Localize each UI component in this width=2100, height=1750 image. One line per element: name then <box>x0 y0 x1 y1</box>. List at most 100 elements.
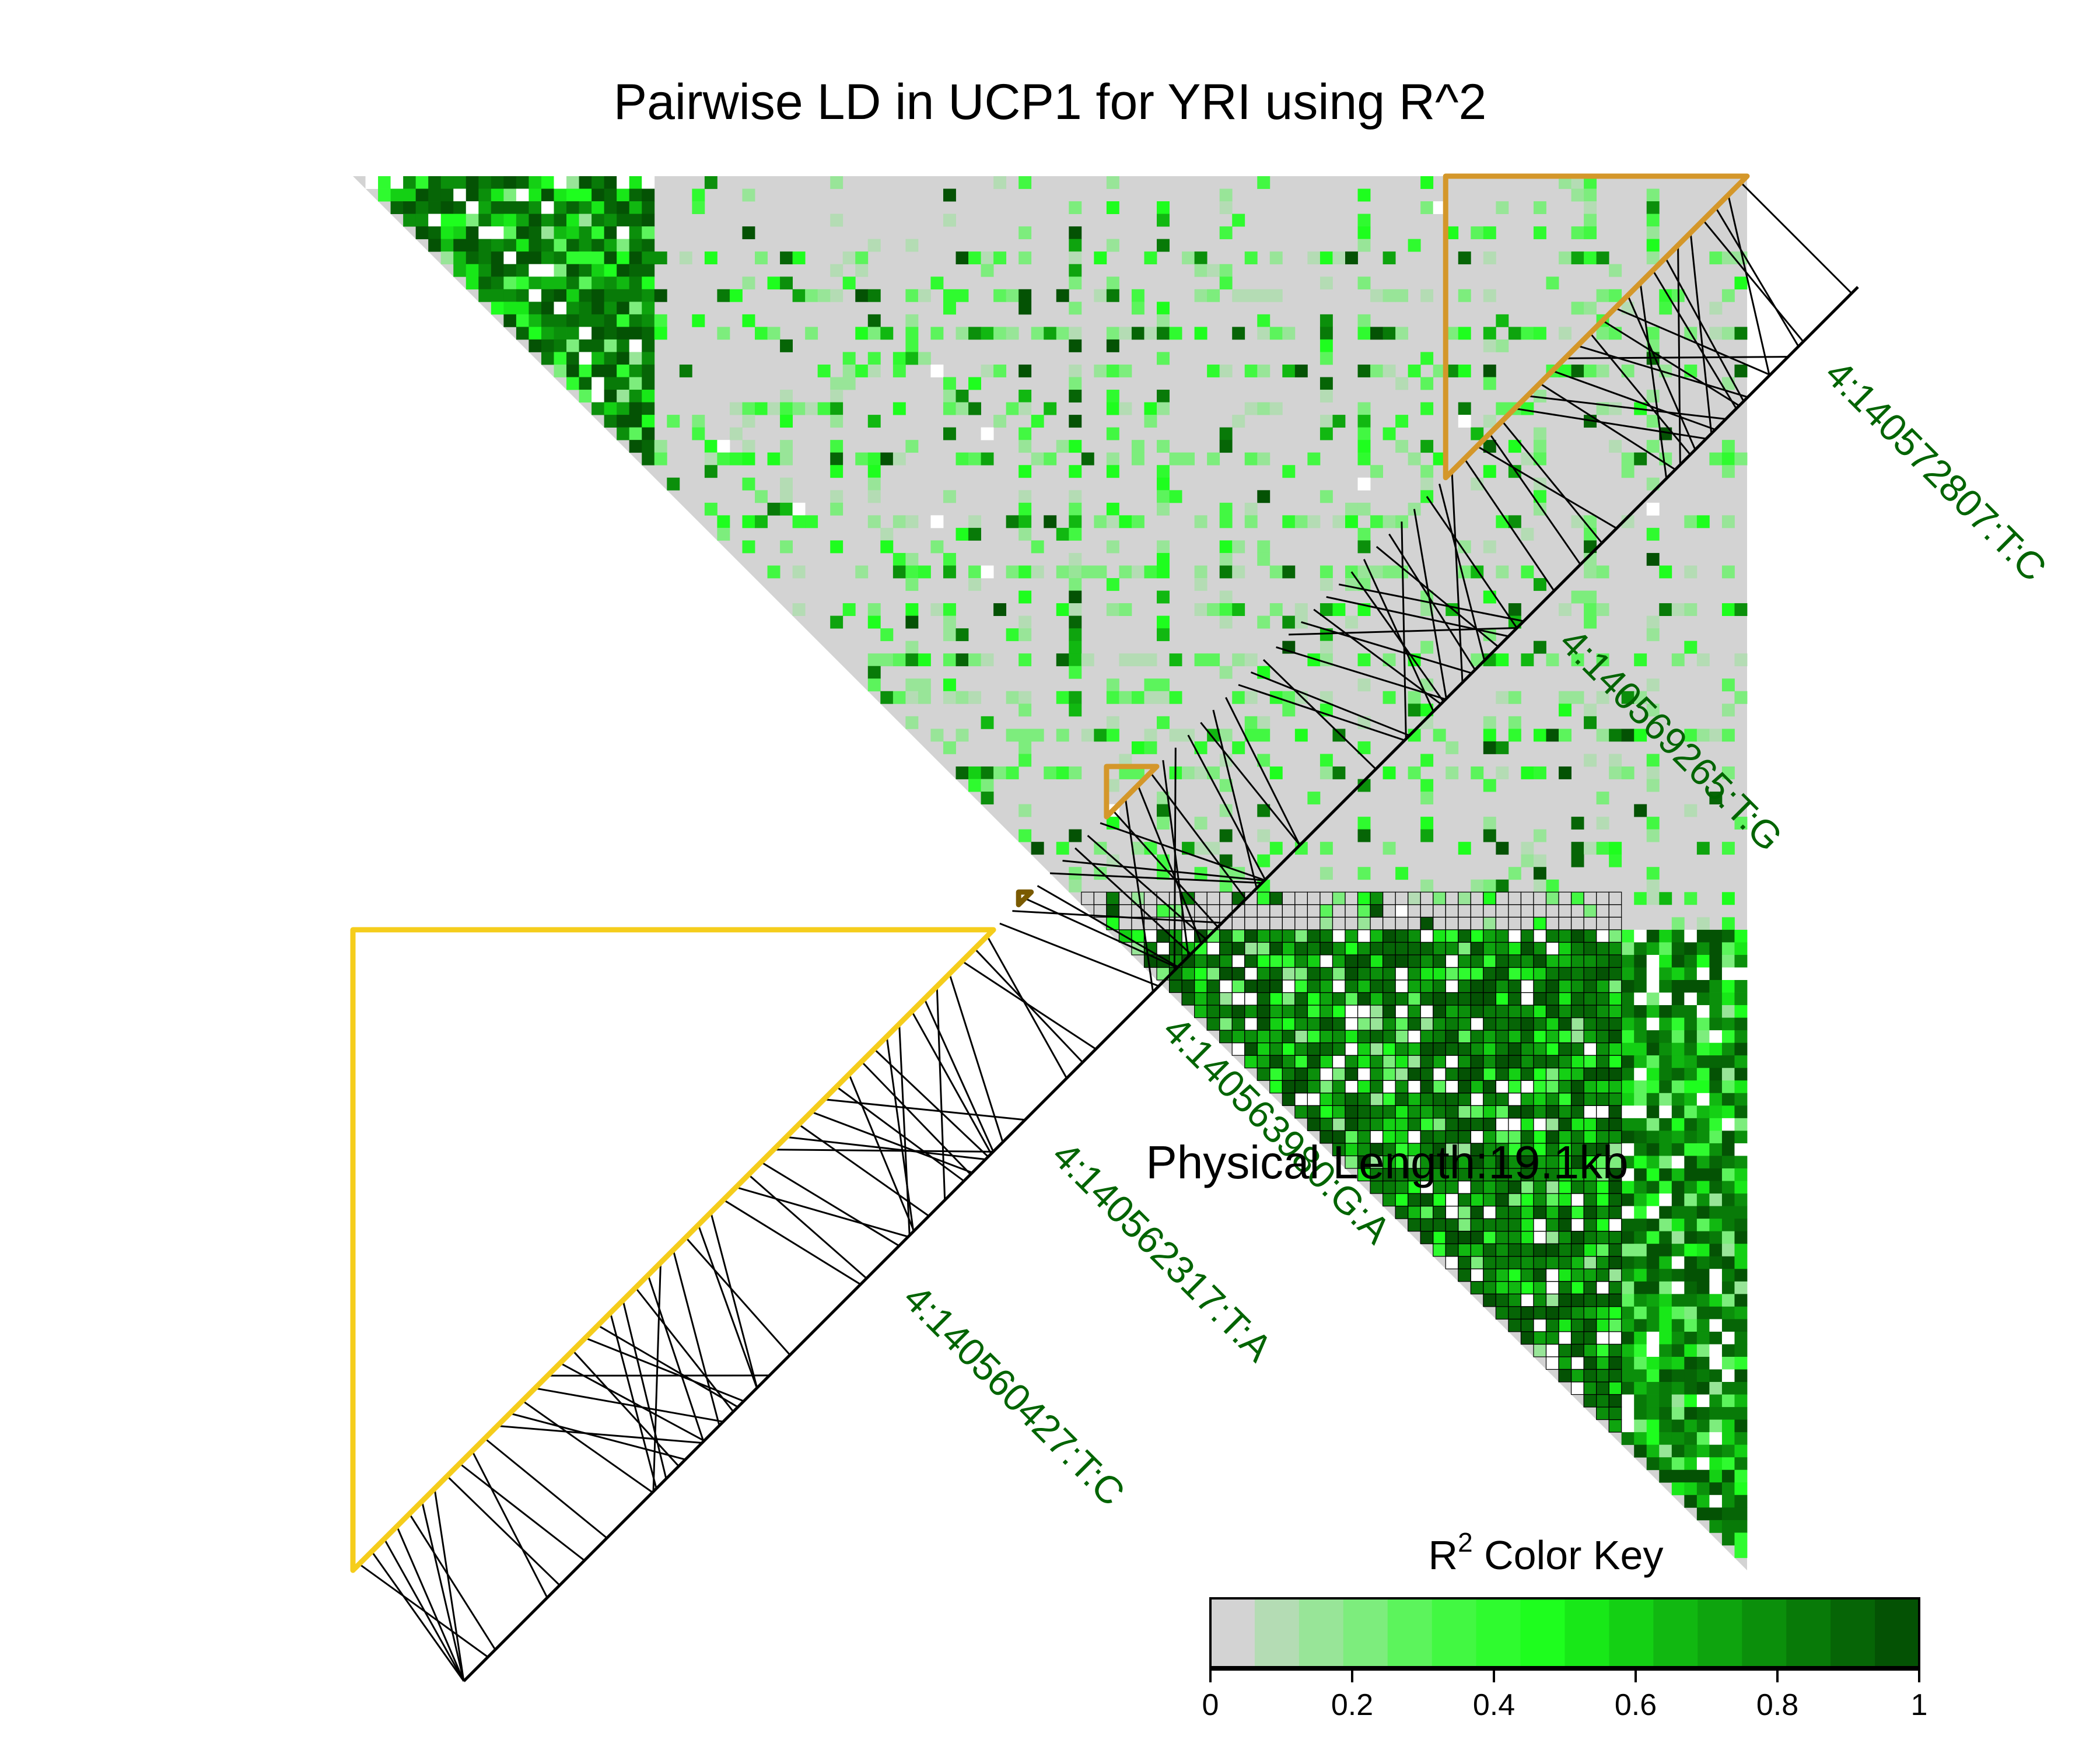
ld-cell <box>830 452 844 466</box>
ld-cell <box>1659 1130 1672 1144</box>
ld-cell <box>742 314 755 327</box>
ld-cell <box>1483 339 1496 352</box>
ld-cell <box>1684 1143 1698 1156</box>
ld-cell <box>1307 452 1321 466</box>
ld-cell <box>1596 1294 1609 1307</box>
ld-cell <box>1307 1017 1321 1031</box>
ld-cell <box>1596 1382 1609 1395</box>
ld-cell <box>1307 251 1321 265</box>
ld-cell <box>1546 1331 1559 1345</box>
ld-cell <box>1621 1407 1634 1420</box>
ld-cell <box>503 214 517 227</box>
ld-cell <box>1634 1143 1647 1156</box>
ld-cell <box>1069 226 1082 240</box>
ld-cell <box>1584 1055 1597 1069</box>
snp-position-line <box>1200 722 1301 846</box>
ld-cell <box>1019 565 1032 579</box>
ld-cell <box>1207 954 1220 968</box>
ld-cell <box>943 188 956 202</box>
ld-cell <box>1596 1206 1609 1219</box>
ld-cell <box>1508 1206 1521 1219</box>
ld-cell <box>1395 904 1409 918</box>
ld-cell <box>1508 1017 1521 1031</box>
ld-cell <box>1621 1219 1634 1232</box>
ld-cell <box>1634 1356 1647 1370</box>
ld-cell <box>1571 1118 1584 1131</box>
ld-cell <box>1646 1369 1660 1382</box>
ld-cell <box>1709 1005 1723 1019</box>
ld-cell <box>1684 1105 1698 1119</box>
ld-cell <box>1483 741 1496 754</box>
ld-cell <box>1646 1105 1660 1119</box>
ld-cell <box>1157 314 1170 327</box>
ld-cell <box>1508 1294 1521 1307</box>
ld-cell <box>1634 892 1647 905</box>
snp-position-line <box>584 1337 744 1402</box>
ld-cell <box>1646 704 1660 717</box>
ld-cell <box>1559 1143 1572 1156</box>
ld-cell <box>1621 452 1634 466</box>
ld-cell <box>1144 251 1157 265</box>
ld-cell <box>1395 1017 1409 1031</box>
ld-cell <box>755 490 768 503</box>
ld-cell <box>1609 1181 1622 1194</box>
ld-cell <box>1671 1369 1685 1382</box>
ld-cell <box>453 176 467 189</box>
ld-cell <box>1709 729 1723 742</box>
ld-cell <box>1709 1068 1723 1081</box>
ld-cell <box>1646 201 1660 214</box>
snp-position-line <box>652 1262 662 1492</box>
ld-cell <box>478 276 492 290</box>
ld-cell <box>1307 515 1321 528</box>
ld-cell <box>1521 1068 1534 1081</box>
snp-position-line <box>1476 445 1618 529</box>
ld-cell <box>1734 1356 1748 1370</box>
ld-cell <box>1483 1055 1496 1069</box>
ld-cell <box>604 314 617 327</box>
ld-cell <box>1294 603 1308 616</box>
ld-cell <box>1721 1181 1735 1194</box>
ld-cell <box>503 251 517 265</box>
ld-cell <box>1357 867 1371 880</box>
ld-cell <box>1144 929 1157 943</box>
ld-cell <box>1671 942 1685 956</box>
ld-cell <box>1659 1168 1672 1181</box>
ld-cell <box>1320 1068 1333 1081</box>
ld-cell <box>1533 1042 1546 1056</box>
ld-cell <box>579 289 592 302</box>
ld-cell <box>1696 1105 1710 1119</box>
ld-cell <box>1219 364 1233 377</box>
ld-cell <box>1609 1068 1622 1081</box>
ld-cell <box>629 226 642 240</box>
ld-cell <box>629 352 642 365</box>
ld-cell <box>1533 917 1546 930</box>
ld-cell <box>1571 364 1584 377</box>
ld-cell <box>1471 1105 1484 1119</box>
ld-cell <box>1357 1130 1371 1144</box>
ld-cell <box>1659 1143 1672 1156</box>
ld-cell <box>1119 754 1132 767</box>
chart-title: Pairwise LD in UCP1 for YRI using R^2 <box>614 74 1487 130</box>
ld-cell <box>1709 1269 1723 1282</box>
ld-cell <box>780 276 793 290</box>
ld-cell <box>1671 1130 1685 1144</box>
ld-cell <box>1282 992 1296 1006</box>
ld-cell <box>1696 1256 1710 1269</box>
ld-cell <box>541 188 554 202</box>
ld-cell <box>1019 590 1032 604</box>
snp-position-lines <box>358 181 1853 1682</box>
ld-cell <box>1684 1231 1698 1244</box>
ld-cell <box>1609 1319 1622 1332</box>
ld-cell <box>1244 515 1258 528</box>
ld-cell <box>1106 678 1119 692</box>
ld-cell <box>617 377 630 390</box>
snp-position-line <box>1150 772 1247 900</box>
ld-cell <box>1294 515 1308 528</box>
ld-cell <box>554 176 567 189</box>
snp-position-line <box>786 1136 986 1160</box>
color-key-swatch <box>1387 1598 1433 1667</box>
ld-cell <box>1646 1219 1660 1232</box>
ld-cell <box>1006 289 1019 302</box>
ld-cell <box>1370 1042 1383 1056</box>
ld-cell <box>642 176 655 189</box>
